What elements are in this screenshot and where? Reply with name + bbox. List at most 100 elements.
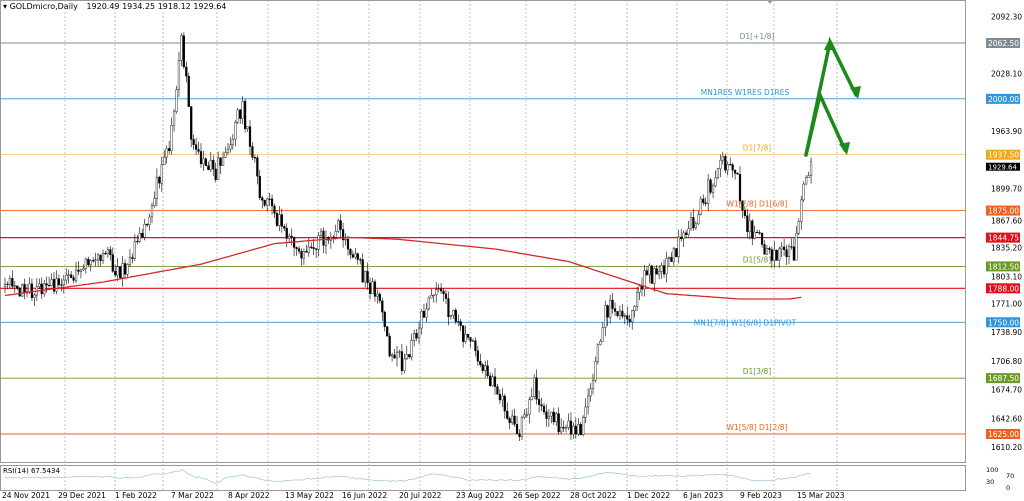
candle-body xyxy=(89,260,92,266)
candle-body xyxy=(802,183,805,201)
candle-body xyxy=(104,252,107,255)
candle-body xyxy=(589,388,592,397)
rsi-label: RSI(14) 67.5434 xyxy=(3,467,60,475)
candle-body xyxy=(158,176,161,184)
candle-body xyxy=(121,263,124,278)
candle-body xyxy=(650,265,653,284)
candle-body xyxy=(302,250,305,259)
candle-body xyxy=(99,254,102,261)
candle-body xyxy=(631,310,634,322)
level-label: MN1RES W1RES D1RES xyxy=(701,88,790,97)
candle-body xyxy=(763,244,766,255)
candle-body xyxy=(67,274,70,276)
candle-body xyxy=(3,283,7,287)
price-tag-label: 1875.00 xyxy=(988,207,1019,216)
candle-body xyxy=(70,274,73,278)
candle-body xyxy=(542,405,546,413)
candle-body xyxy=(23,284,26,294)
candle-body xyxy=(417,327,421,339)
arrow-head-icon xyxy=(850,86,861,99)
candle-body xyxy=(560,427,563,433)
candle-body xyxy=(768,248,771,250)
rsi-scale-label: 30 xyxy=(986,478,994,486)
candle-body xyxy=(474,340,477,351)
candle-body xyxy=(572,425,575,435)
candle-body xyxy=(420,311,423,329)
candle-body xyxy=(87,258,90,266)
candle-body xyxy=(101,252,105,261)
candle-body xyxy=(547,415,550,419)
candle-body xyxy=(743,209,746,216)
candle-body xyxy=(716,168,720,178)
y-tick-label: 1835.20 xyxy=(991,244,1022,253)
y-tick-label: 2028.10 xyxy=(991,70,1022,79)
candle-body xyxy=(312,247,315,249)
candle-body xyxy=(180,35,183,61)
candle-body xyxy=(280,214,283,227)
candle-body xyxy=(386,326,389,337)
candle-body xyxy=(506,410,509,419)
candle-body xyxy=(160,164,163,184)
x-tick-label: 1 Feb 2022 xyxy=(115,491,157,500)
candle-body xyxy=(734,170,737,174)
candle-body xyxy=(496,386,499,395)
candle-body xyxy=(163,156,166,165)
candle-body xyxy=(258,175,261,198)
price-tag xyxy=(986,261,1020,272)
candle-body xyxy=(246,126,249,129)
candle-body xyxy=(704,202,707,204)
candle-body xyxy=(726,164,729,171)
candle-body xyxy=(145,224,149,226)
collapse-triangle-icon[interactable]: ▾ xyxy=(3,2,8,11)
rsi-plot-frame xyxy=(0,465,966,491)
x-tick-label: 28 Oct 2022 xyxy=(570,491,617,500)
candle-body xyxy=(795,232,798,261)
candle-body xyxy=(702,198,705,203)
candle-body xyxy=(518,433,521,437)
candle-body xyxy=(74,269,78,281)
candle-body xyxy=(300,251,303,259)
candle-body xyxy=(55,278,58,292)
price-tag-label: 1844.75 xyxy=(988,234,1019,243)
candle-body xyxy=(569,420,573,435)
candle-body xyxy=(214,168,217,180)
candle-body xyxy=(155,176,158,199)
candle-body xyxy=(731,164,734,171)
candle-body xyxy=(219,157,222,166)
level-label: D1[+1/8] xyxy=(740,32,775,41)
candle-body xyxy=(780,246,783,250)
candle-body xyxy=(8,278,11,286)
candle-body xyxy=(405,354,408,360)
candle-body xyxy=(520,416,524,437)
candle-body xyxy=(454,309,457,322)
candle-body xyxy=(685,232,688,236)
candle-body xyxy=(317,235,320,250)
rsi-line xyxy=(4,469,812,484)
candle-body xyxy=(359,259,362,261)
candle-body xyxy=(765,248,769,255)
candle-body xyxy=(606,305,609,318)
candle-body xyxy=(751,220,754,239)
candle-body xyxy=(550,411,553,417)
x-tick-label: 6 Jan 2023 xyxy=(683,491,723,500)
candle-body xyxy=(236,109,239,123)
candle-body xyxy=(278,214,281,226)
y-tick-label: 1803.10 xyxy=(991,272,1022,281)
candle-body xyxy=(721,156,724,161)
candle-body xyxy=(435,289,438,296)
level-label: D1[5/8] xyxy=(743,255,772,264)
candle-body xyxy=(599,341,602,345)
candle-body xyxy=(28,283,31,292)
candle-body xyxy=(538,399,541,405)
candle-body xyxy=(724,156,727,171)
price-tag xyxy=(986,93,1020,104)
candle-body xyxy=(96,254,100,261)
price-tag xyxy=(986,428,1020,439)
candle-body xyxy=(170,125,173,151)
candle-body xyxy=(202,158,205,165)
candle-body xyxy=(231,138,234,145)
candle-body xyxy=(84,258,87,269)
candle-body xyxy=(633,306,636,311)
